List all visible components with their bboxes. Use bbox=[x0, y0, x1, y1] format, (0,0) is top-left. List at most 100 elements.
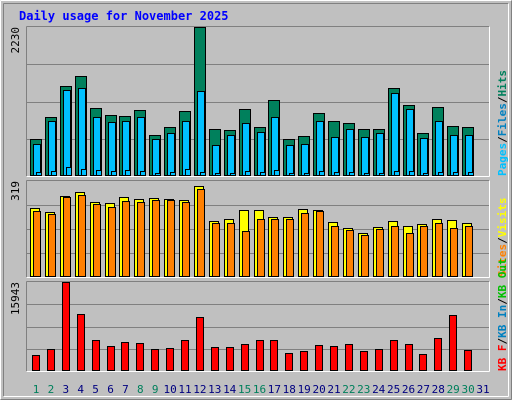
legend-item-kb-in: KB In bbox=[496, 305, 509, 338]
bar-kb-f-day-15 bbox=[241, 344, 249, 371]
bar-kb-f-day-20 bbox=[315, 345, 323, 371]
x-tick-label-29: 29 bbox=[447, 383, 460, 396]
bar-files-day-6 bbox=[108, 122, 116, 176]
x-tick-label-24: 24 bbox=[372, 383, 386, 396]
bar-sites-day-8 bbox=[137, 202, 145, 277]
x-axis-day-labels: 1 2 3 4 5 6 7 8 9 10 11 12 13 14 15 16 17 18 19 20 21 22 23 24 2… bbox=[33, 383, 490, 396]
bar-pages-day-11 bbox=[185, 169, 191, 176]
bar-files-day-1 bbox=[33, 144, 41, 176]
bar-pages-day-19 bbox=[304, 173, 310, 176]
bar-kb-f-day-10 bbox=[166, 348, 174, 371]
bar-pages-day-13 bbox=[215, 173, 221, 176]
bar-kb-f-day-5 bbox=[92, 340, 100, 371]
bar-pages-day-29 bbox=[453, 172, 459, 176]
bar-kb-f-day-2 bbox=[47, 349, 55, 371]
bar-pages-day-18 bbox=[289, 173, 295, 176]
bar-files-day-18 bbox=[286, 145, 294, 176]
bar-files-day-17 bbox=[271, 117, 279, 176]
bar-kb-f-day-27 bbox=[419, 354, 427, 371]
bar-pages-day-15 bbox=[245, 171, 251, 176]
bar-sites-day-3 bbox=[63, 197, 71, 277]
x-tick-label-18: 18 bbox=[283, 383, 296, 396]
bar-sites-day-13 bbox=[212, 223, 220, 277]
bar-sites-day-26 bbox=[406, 233, 414, 277]
legend-separator: / bbox=[496, 96, 509, 103]
bar-pages-day-21 bbox=[334, 172, 340, 176]
bar-files-day-27 bbox=[420, 138, 428, 176]
x-tick-label-23: 23 bbox=[357, 383, 370, 396]
bar-files-day-2 bbox=[48, 121, 56, 176]
legend-separator: / bbox=[496, 237, 509, 244]
x-tick-label-10: 10 bbox=[163, 383, 176, 396]
bar-files-day-20 bbox=[316, 121, 324, 176]
x-tick-label-26: 26 bbox=[402, 383, 415, 396]
bar-kb-f-day-16 bbox=[256, 340, 264, 371]
bar-kb-f-day-25 bbox=[390, 340, 398, 371]
bar-pages-day-14 bbox=[230, 173, 236, 176]
legend-item-sites: Sites bbox=[496, 244, 509, 277]
bar-files-day-29 bbox=[450, 135, 458, 176]
bar-files-day-14 bbox=[227, 135, 235, 176]
bar-files-day-24 bbox=[376, 133, 384, 176]
bar-sites-day-24 bbox=[376, 229, 384, 277]
bar-kb-f-day-29 bbox=[449, 315, 457, 371]
bar-files-day-12 bbox=[197, 91, 205, 176]
bar-pages-day-17 bbox=[274, 170, 280, 176]
legend-item-pages: Pages bbox=[496, 143, 509, 176]
bar-kb-f-day-3 bbox=[62, 282, 70, 371]
chart-title: Daily usage for November 2025 bbox=[19, 9, 229, 23]
legend-item-hits: Hits bbox=[496, 70, 509, 97]
x-tick-label-2: 2 bbox=[48, 383, 55, 396]
x-tick-label-27: 27 bbox=[417, 383, 430, 396]
bar-files-day-10 bbox=[167, 133, 175, 176]
bar-pages-day-25 bbox=[394, 171, 400, 176]
bar-sites-day-27 bbox=[420, 226, 428, 277]
bar-pages-day-6 bbox=[111, 171, 117, 176]
bar-pages-day-7 bbox=[125, 170, 131, 176]
bar-files-day-4 bbox=[78, 88, 86, 176]
panel-kbytes-ymax-label: 15943 bbox=[9, 282, 22, 315]
panel-visits-sites: 319 Sites/Visits bbox=[9, 180, 509, 278]
bar-kb-f-day-23 bbox=[360, 351, 368, 371]
bar-sites-day-6 bbox=[108, 207, 116, 277]
x-tick-label-8: 8 bbox=[137, 383, 144, 396]
bar-kb-f-day-4 bbox=[77, 314, 85, 371]
bar-sites-day-15 bbox=[242, 231, 250, 277]
x-tick-label-6: 6 bbox=[107, 383, 114, 396]
x-tick-label-14: 14 bbox=[223, 383, 237, 396]
legend-separator: / bbox=[496, 136, 509, 143]
legend-separator: / bbox=[496, 298, 509, 305]
bar-sites-day-22 bbox=[346, 230, 354, 277]
bar-kb-f-day-8 bbox=[136, 343, 144, 371]
bar-sites-day-10 bbox=[167, 200, 175, 277]
bar-kb-f-day-1 bbox=[32, 355, 40, 371]
bar-sites-day-19 bbox=[301, 213, 309, 277]
x-tick-label-28: 28 bbox=[432, 383, 445, 396]
bar-kb-f-day-14 bbox=[226, 347, 234, 371]
bar-kb-f-day-30 bbox=[464, 350, 472, 371]
bar-kb-f-day-21 bbox=[330, 346, 338, 371]
bar-files-day-26 bbox=[406, 109, 414, 176]
x-tick-label-12: 12 bbox=[193, 383, 206, 396]
bar-sites-day-23 bbox=[361, 235, 369, 277]
legend-item-files: Files bbox=[496, 103, 509, 136]
x-tick-label-21: 21 bbox=[327, 383, 340, 396]
bar-kb-f-day-7 bbox=[121, 342, 129, 371]
legend-item-visits: Visits bbox=[496, 198, 509, 238]
x-tick-label-17: 17 bbox=[268, 383, 281, 396]
bar-kb-f-day-11 bbox=[181, 340, 189, 371]
x-tick-label-15: 15 bbox=[238, 383, 251, 396]
x-tick-label-3: 3 bbox=[62, 383, 69, 396]
bar-sites-day-2 bbox=[48, 214, 56, 277]
bar-files-day-8 bbox=[137, 117, 145, 176]
bar-sites-day-20 bbox=[316, 211, 324, 277]
x-tick-label-20: 20 bbox=[312, 383, 325, 396]
bar-sites-day-17 bbox=[271, 219, 279, 277]
bar-files-day-7 bbox=[122, 121, 130, 176]
panel-visits-sites-legend: Sites/Visits bbox=[496, 198, 509, 278]
bar-sites-day-29 bbox=[450, 228, 458, 277]
x-tick-label-31: 31 bbox=[476, 383, 489, 396]
bar-kb-f-day-12 bbox=[196, 317, 204, 371]
